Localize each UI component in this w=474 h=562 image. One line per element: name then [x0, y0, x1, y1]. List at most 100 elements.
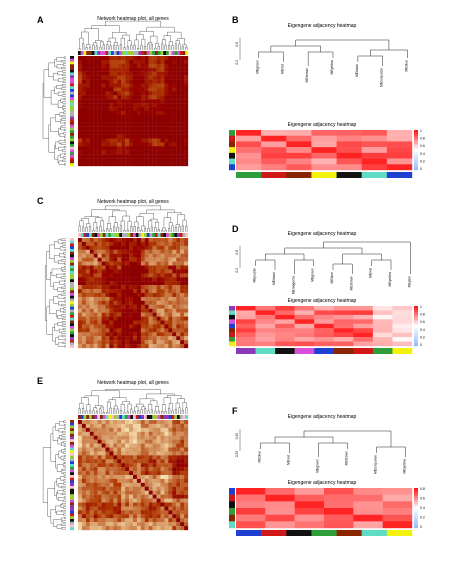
tom-cell — [78, 471, 83, 476]
tom-cell — [81, 435, 87, 440]
tom-cell — [160, 91, 165, 96]
module-color-bar-top — [146, 233, 150, 237]
tom-cell — [144, 332, 149, 337]
tom-cell — [97, 79, 102, 84]
module-color-bar-left — [70, 146, 74, 150]
tom-cell — [117, 122, 122, 127]
tom-cell — [93, 482, 98, 487]
module-color-bar-left — [229, 147, 235, 154]
tom-cell — [105, 142, 110, 147]
module-label: MEgreen — [311, 268, 315, 282]
tom-cell — [81, 455, 87, 460]
eigen-heat-cell — [265, 521, 295, 529]
tom-cell — [184, 431, 189, 436]
tom-cell — [133, 281, 138, 286]
tom-cell — [164, 522, 169, 527]
tom-cell — [144, 443, 149, 448]
tom-cell — [129, 118, 134, 123]
tom-cell — [117, 435, 122, 440]
tom-cell — [121, 126, 126, 131]
module-label: MEyellow — [330, 59, 334, 74]
tom-cell — [101, 245, 106, 250]
eigengene-dendrogram — [260, 430, 406, 457]
tom-cell — [152, 328, 157, 333]
tom-cell — [184, 63, 189, 68]
tom-cell — [109, 83, 114, 88]
tom-cell — [148, 324, 153, 329]
tom-cell — [113, 241, 118, 247]
module-color-bar-bottom — [236, 530, 262, 536]
tom-cell — [133, 99, 138, 104]
tom-cell — [133, 138, 138, 143]
eigen-heat-cell — [294, 319, 315, 324]
tom-cell — [78, 56, 83, 61]
tom-cell — [129, 249, 134, 254]
module-color-bar-top — [179, 233, 183, 237]
tom-cell — [184, 150, 189, 155]
tom-cell — [164, 249, 169, 254]
legend-tick-label: 0.2 — [420, 335, 425, 339]
legend-tick-label: 0.2 — [420, 516, 425, 520]
tom-cell — [133, 154, 138, 159]
tom-cell — [129, 277, 134, 282]
tom-cell — [121, 455, 126, 460]
tom-cell — [140, 134, 145, 139]
tom-cell — [152, 87, 157, 92]
tom-cell — [78, 510, 83, 515]
tom-cell — [113, 514, 118, 519]
tom-cell — [85, 261, 90, 266]
module-color-bar-top — [133, 51, 136, 55]
tom-cell — [176, 312, 181, 317]
eigen-heat-cell — [333, 337, 354, 342]
module-color-bar-left — [70, 141, 74, 145]
legend-color-step — [414, 160, 418, 163]
tom-cell — [81, 502, 87, 507]
tom-cell — [140, 83, 145, 88]
eigengene-panel-f: Eigengene adjacency heatmap Eigengene ad… — [229, 414, 425, 536]
tom-cell — [172, 95, 177, 100]
tom-cell — [168, 87, 173, 92]
tom-cell — [97, 455, 102, 460]
eigen-heat-cell — [261, 130, 287, 136]
tom-cell — [117, 245, 122, 250]
tom-cell — [140, 142, 145, 147]
tom-cell — [101, 431, 106, 436]
module-color-bar-top — [102, 415, 106, 419]
tom-cell — [129, 241, 134, 247]
tom-cell — [152, 134, 157, 139]
tom-cell — [97, 514, 102, 519]
tom-cell — [129, 312, 134, 317]
tom-cell — [129, 281, 134, 286]
tom-cell — [117, 475, 122, 480]
tom-cell — [97, 332, 102, 337]
tom-cell — [125, 126, 130, 131]
tom-cell — [133, 107, 138, 112]
tom-cell — [176, 130, 181, 135]
tom-cell — [81, 281, 87, 286]
tom-cell — [156, 439, 161, 444]
tom-cell — [144, 59, 149, 65]
eigen-heat-cell — [275, 323, 295, 329]
tom-cell — [78, 238, 83, 243]
tom-cell — [133, 490, 138, 495]
tom-cell — [113, 482, 118, 487]
tom-cell — [89, 71, 94, 76]
tom-cell — [133, 494, 138, 499]
module-color-bar-top — [108, 51, 112, 55]
tom-cell — [144, 91, 149, 96]
tom-cell — [93, 324, 98, 329]
tom-cell — [93, 447, 98, 452]
legend-tick-label: 1 — [420, 129, 422, 133]
tom-cell — [93, 67, 98, 72]
module-color-bar-left — [229, 337, 235, 342]
tom-cell — [184, 459, 189, 464]
legend-color-step — [414, 150, 418, 153]
tom-cell — [101, 277, 106, 282]
tom-cell — [168, 269, 173, 274]
tom-cell — [85, 67, 90, 72]
tom-cell — [136, 420, 142, 425]
tom-cell — [136, 162, 142, 167]
tom-cell — [101, 308, 106, 313]
tom-cell — [129, 103, 134, 108]
tom-cell — [144, 122, 149, 127]
